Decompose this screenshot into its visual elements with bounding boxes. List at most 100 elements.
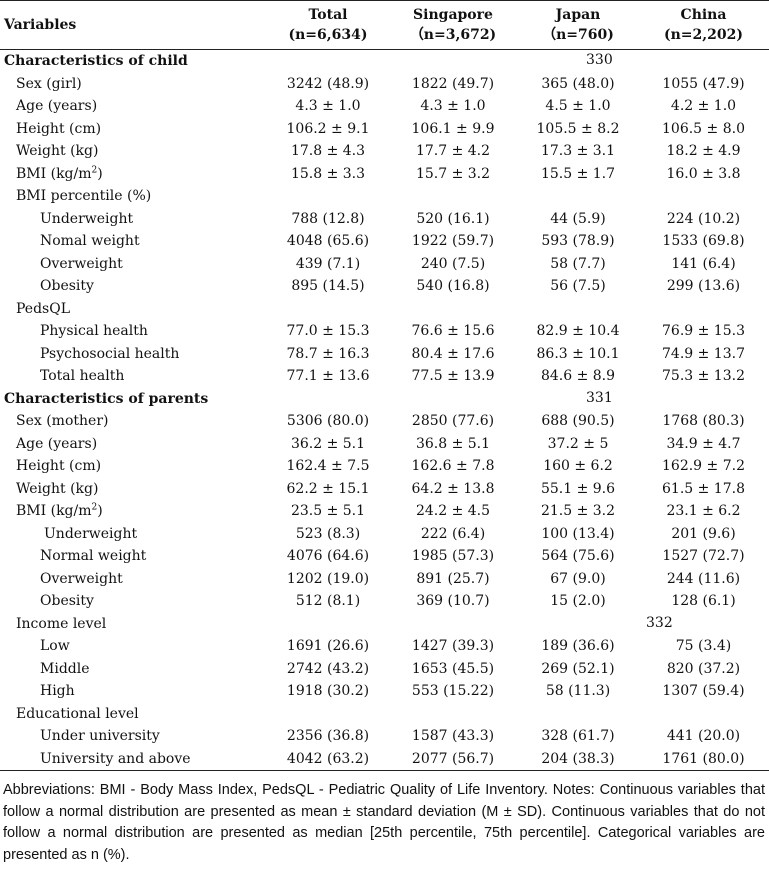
row-label: Characteristics of child bbox=[4, 53, 188, 70]
cell-value: 820 (37.2) bbox=[666, 660, 741, 677]
cell-value: 77.5 ± 13.9 bbox=[411, 368, 495, 385]
cell-value bbox=[268, 388, 388, 411]
cell-value bbox=[518, 703, 638, 726]
cell-value: 365 (48.0) bbox=[541, 75, 615, 92]
cell-value: 593 (78.9) bbox=[541, 233, 615, 250]
cell-value: 240 (7.5) bbox=[420, 255, 486, 272]
table-row: Height (cm) 162.4 ± 7.5 162.6 ± 7.8 160 ± 6… bbox=[0, 455, 769, 478]
table-row: Income level bbox=[0, 613, 769, 636]
row-label: Height (cm) bbox=[16, 120, 102, 137]
header-japan: Japan （n=760) bbox=[518, 0, 638, 50]
cell-value: 80.4 ± 17.6 bbox=[411, 345, 495, 362]
row-label: Weight (kg) bbox=[16, 480, 99, 497]
table-row: Total health 77.1 ± 13.6 77.5 ± 13.9 84.6 ±… bbox=[0, 365, 769, 388]
cell-value: 1533 (69.8) bbox=[662, 233, 745, 250]
row-label: PedsQL bbox=[16, 300, 70, 317]
cell-value bbox=[638, 50, 769, 73]
cell-value: 78.7 ± 16.3 bbox=[286, 345, 370, 362]
row-label: High bbox=[40, 683, 75, 700]
table-row: Obesity 895 (14.5) 540 (16.8) 56 (7.5) 299 (… bbox=[0, 275, 769, 298]
cell-value: 4076 (64.6) bbox=[286, 548, 370, 565]
cell-value: 15.5 ± 1.7 bbox=[540, 165, 616, 182]
table-row: Middle 2742 (43.2) 1653 (45.5) 269 (52.1) 82… bbox=[0, 658, 769, 681]
cell-value bbox=[518, 50, 638, 73]
cell-value: 162.4 ± 7.5 bbox=[286, 458, 370, 475]
cell-value: 16.0 ± 3.8 bbox=[666, 165, 741, 182]
cell-value: 64.2 ± 13.8 bbox=[411, 480, 495, 497]
cell-value: 1822 (49.7) bbox=[411, 75, 495, 92]
cell-value bbox=[268, 613, 388, 636]
table-row: BMI percentile (%) bbox=[0, 185, 769, 208]
row-label: Height (cm) bbox=[16, 458, 102, 475]
cell-value: 15.7 ± 3.2 bbox=[415, 165, 491, 182]
cell-value: 160 ± 6.2 bbox=[543, 458, 613, 475]
cell-value: 106.1 ± 9.9 bbox=[411, 120, 495, 137]
section-header-row: Characteristics of child bbox=[0, 50, 769, 73]
cell-value: 106.5 ± 8.0 bbox=[662, 120, 745, 137]
header-china: China (n=2,202) bbox=[638, 0, 769, 50]
cell-value: 36.2 ± 5.1 bbox=[290, 435, 366, 452]
table-notes: Abbreviations: BMI - Body Mass Index, Pe… bbox=[3, 782, 765, 863]
table-row: Overweight 439 (7.1) 240 (7.5) 58 (7.7) 141 … bbox=[0, 253, 769, 276]
cell-value bbox=[388, 613, 518, 636]
row-label: Income level bbox=[16, 615, 107, 632]
row-label: Overweight bbox=[40, 255, 123, 272]
row-label: Normal weight bbox=[40, 548, 147, 565]
table-row: Normal weight 4076 (64.6) 1985 (57.3) 564 (… bbox=[0, 545, 769, 568]
row-label: BMI (kg/m2) bbox=[16, 502, 103, 520]
table-row: Sex (mother) 5306 (80.0) 2850 (77.6) 688 (9… bbox=[0, 410, 769, 433]
cell-value: 4.3 ± 1.0 bbox=[420, 98, 486, 115]
cell-value: 1922 (59.7) bbox=[411, 233, 495, 250]
cell-value bbox=[268, 703, 388, 726]
row-label: Total health bbox=[40, 368, 125, 385]
line-number: 332 bbox=[646, 615, 673, 631]
row-label: Psychosocial health bbox=[40, 345, 180, 362]
cell-value bbox=[268, 298, 388, 321]
cell-value bbox=[638, 388, 769, 411]
cell-value: 37.2 ± 5 bbox=[547, 435, 609, 452]
cell-value: 106.2 ± 9.1 bbox=[286, 120, 370, 137]
cell-value: 520 (16.1) bbox=[416, 210, 490, 227]
row-label: BMI percentile (%) bbox=[16, 188, 152, 205]
cell-value: 4.3 ± 1.0 bbox=[295, 98, 361, 115]
cell-value: 1653 (45.5) bbox=[411, 660, 495, 677]
cell-value: 222 (6.4) bbox=[420, 525, 486, 542]
cell-value: 3242 (48.9) bbox=[286, 75, 370, 92]
table-row: Psychosocial health 78.7 ± 16.3 80.4 ± 17.… bbox=[0, 343, 769, 366]
cell-value: 512 (8.1) bbox=[295, 593, 361, 610]
cell-value bbox=[388, 703, 518, 726]
cell-value: 788 (12.8) bbox=[291, 210, 365, 227]
cell-value bbox=[388, 185, 518, 208]
cell-value bbox=[268, 50, 388, 73]
cell-value: 76.9 ± 15.3 bbox=[662, 323, 745, 340]
cell-value: 1587 (43.3) bbox=[411, 728, 495, 745]
cell-value: 1527 (72.7) bbox=[662, 548, 745, 565]
table-row: Physical health 77.0 ± 15.3 76.6 ± 15.6 82.… bbox=[0, 320, 769, 343]
cell-value bbox=[638, 185, 769, 208]
cell-value: 299 (13.6) bbox=[666, 278, 741, 295]
cell-value: 55.1 ± 9.6 bbox=[540, 480, 616, 497]
cell-value: 4042 (63.2) bbox=[268, 747, 388, 771]
cell-value: 1427 (39.3) bbox=[411, 638, 495, 655]
table-row: University and above 4042 (63.2) 2077 (56.… bbox=[0, 747, 769, 771]
header-singapore: Singapore （n=3,672) bbox=[388, 0, 518, 50]
cell-value: 44 (5.9) bbox=[550, 210, 606, 227]
row-label: Physical health bbox=[40, 323, 148, 340]
cell-value: 441 (20.0) bbox=[666, 728, 741, 745]
characteristics-table: Variables Total (n=6,634) Singapore （n=3,6… bbox=[0, 0, 769, 771]
line-number: 330 bbox=[586, 52, 613, 68]
cell-value: 553 (15.22) bbox=[411, 683, 495, 700]
cell-value: 58 (11.3) bbox=[545, 683, 611, 700]
row-label: Age (years) bbox=[16, 98, 98, 115]
row-label: Obesity bbox=[40, 278, 94, 295]
cell-value bbox=[388, 388, 518, 411]
row-label: Nomal weight bbox=[40, 233, 140, 250]
cell-value bbox=[518, 185, 638, 208]
table-row: Nomal weight 4048 (65.6) 1922 (59.7) 593 (7… bbox=[0, 230, 769, 253]
cell-value bbox=[638, 298, 769, 321]
row-label: Underweight bbox=[44, 525, 138, 542]
table-header-row: Variables Total (n=6,634) Singapore （n=3,6… bbox=[0, 0, 769, 50]
cell-value: 75.3 ± 13.2 bbox=[662, 368, 745, 385]
cell-value: 189 (36.6) bbox=[541, 638, 615, 655]
cell-value: 100 (13.4) bbox=[541, 525, 615, 542]
